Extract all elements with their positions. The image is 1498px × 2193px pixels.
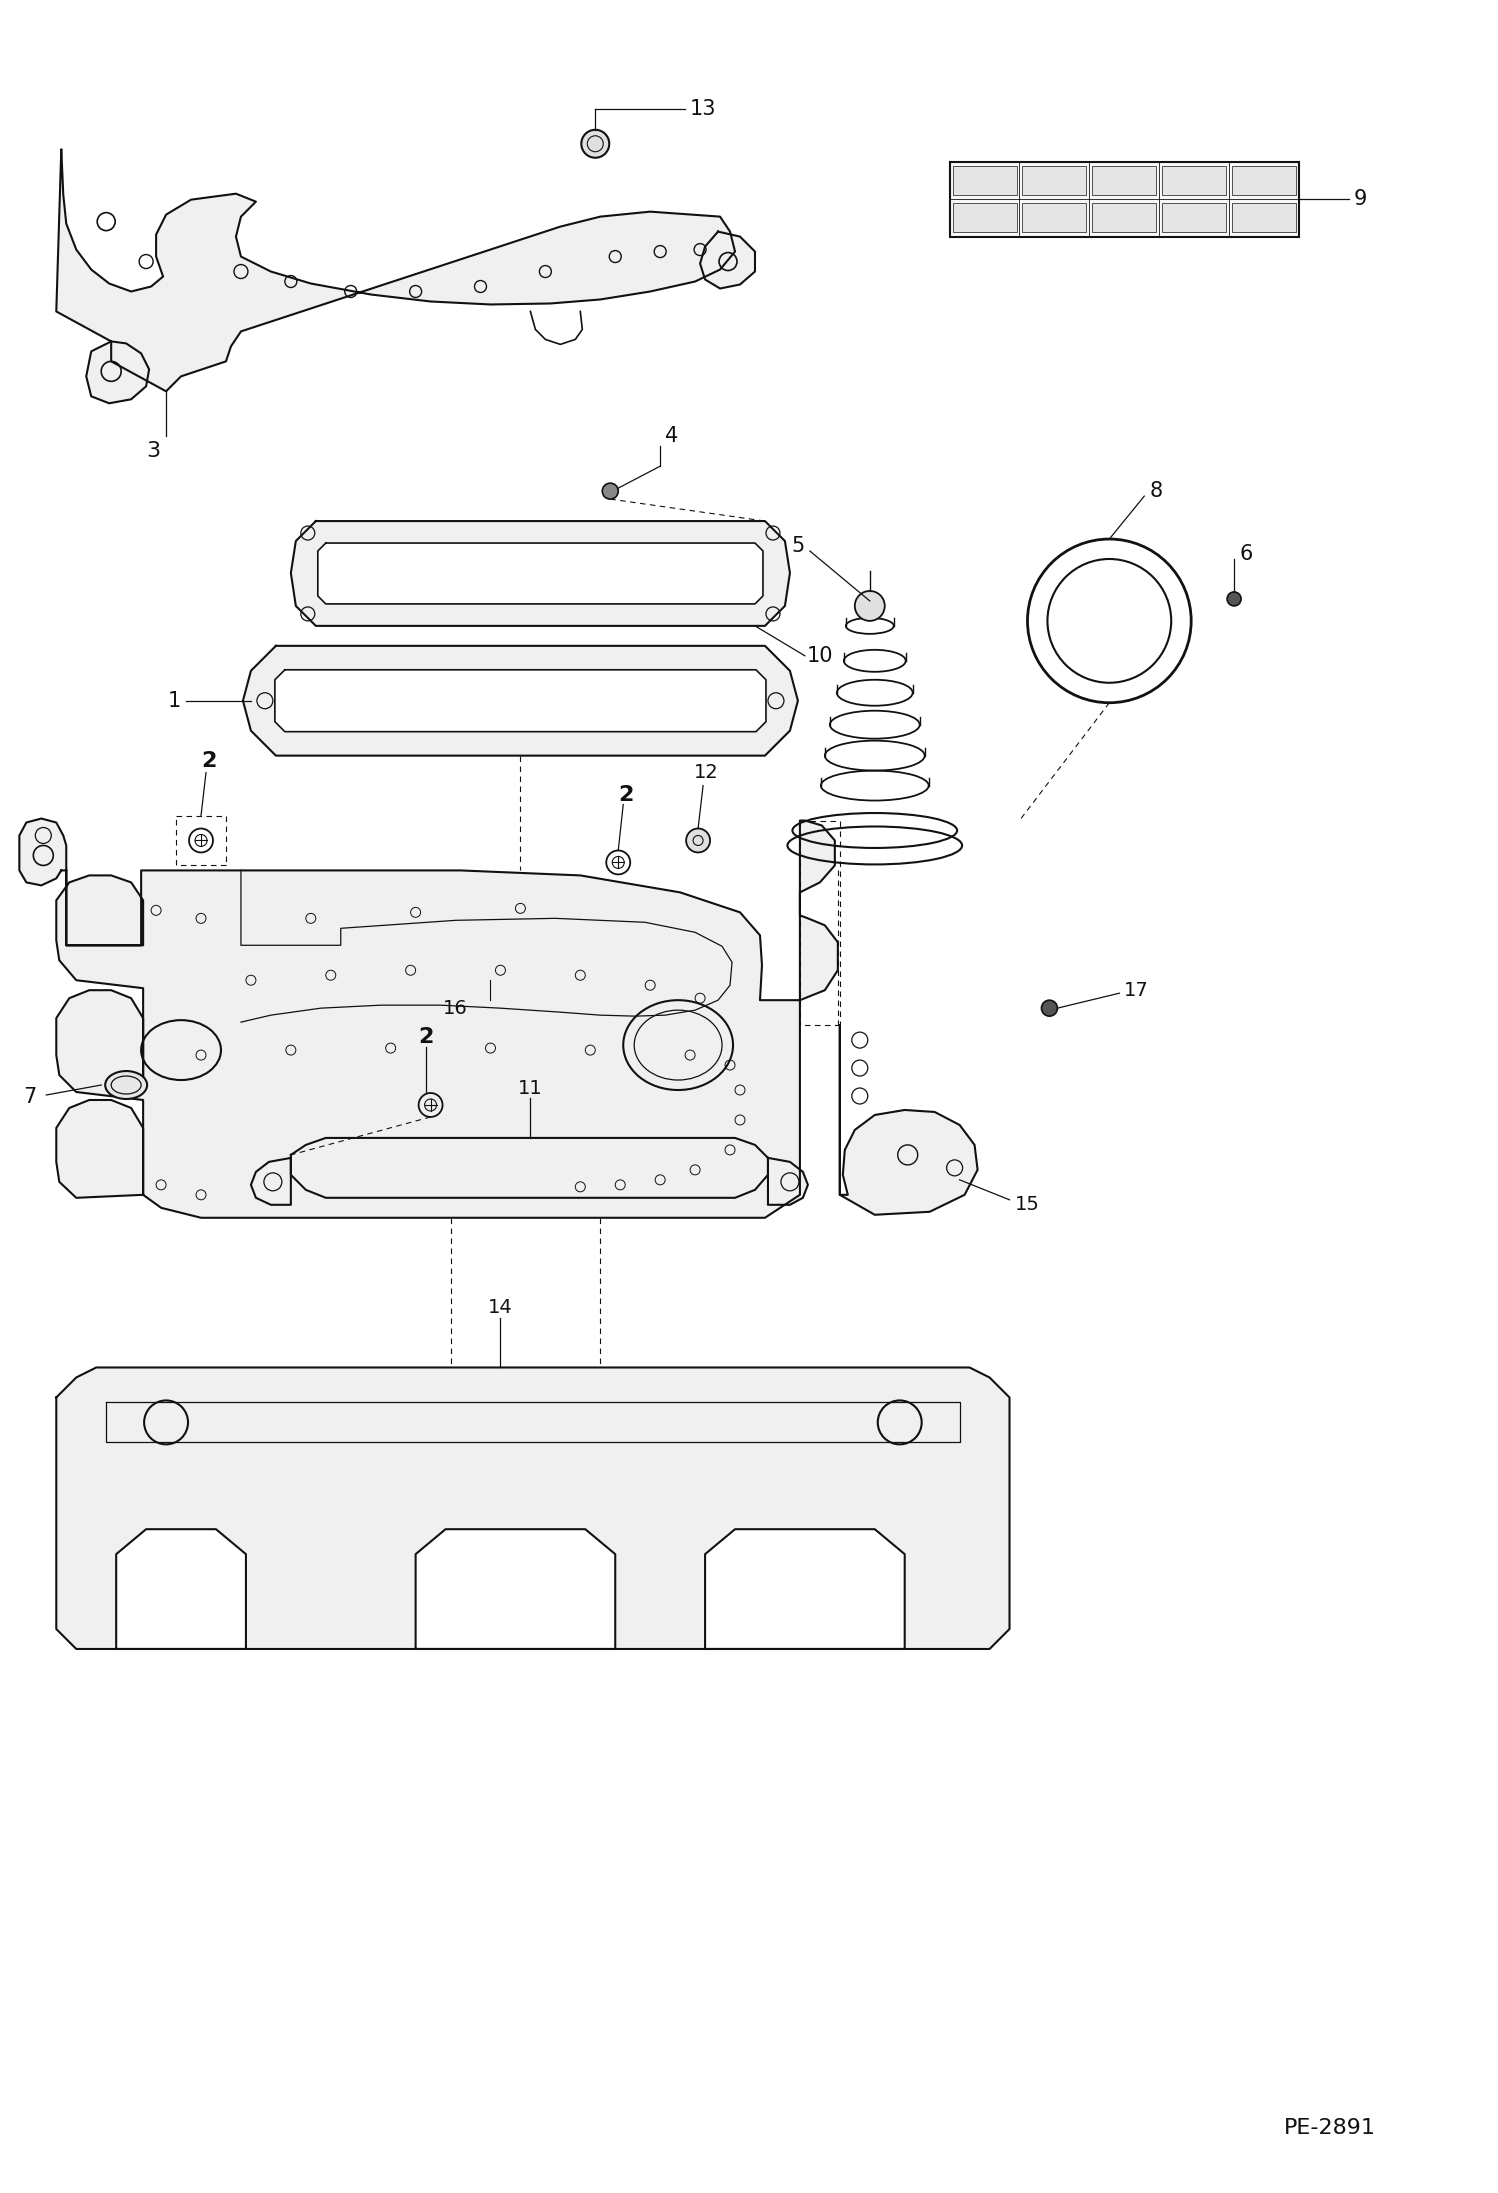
Text: PE-2891: PE-2891	[1284, 2118, 1377, 2138]
Polygon shape	[291, 1138, 768, 1197]
Bar	[1231, 202, 1296, 232]
Polygon shape	[840, 1024, 978, 1215]
Ellipse shape	[105, 1070, 147, 1099]
Polygon shape	[415, 1529, 616, 1649]
Circle shape	[686, 829, 710, 853]
Polygon shape	[252, 1158, 291, 1204]
Text: 2: 2	[418, 1026, 433, 1046]
Polygon shape	[57, 1368, 1010, 1649]
Circle shape	[581, 129, 610, 158]
Text: 14: 14	[488, 1298, 512, 1318]
Polygon shape	[57, 149, 736, 390]
Text: 15: 15	[1014, 1195, 1040, 1215]
Polygon shape	[19, 818, 66, 886]
Polygon shape	[700, 232, 755, 289]
Text: 12: 12	[694, 763, 719, 783]
Bar	[1092, 167, 1156, 195]
Bar	[1231, 167, 1296, 195]
Polygon shape	[274, 669, 765, 732]
Circle shape	[1041, 1000, 1058, 1015]
Text: 1: 1	[168, 691, 181, 711]
Bar	[1023, 202, 1086, 232]
Polygon shape	[706, 1529, 905, 1649]
Circle shape	[1227, 592, 1240, 605]
Text: 7: 7	[22, 1088, 36, 1107]
Bar	[1162, 167, 1227, 195]
Text: 10: 10	[807, 645, 833, 667]
Text: 13: 13	[691, 99, 716, 118]
Bar	[950, 162, 1299, 237]
Text: 17: 17	[1125, 980, 1149, 1000]
Circle shape	[602, 482, 619, 500]
Text: 2: 2	[619, 785, 634, 805]
Polygon shape	[117, 1529, 246, 1649]
Polygon shape	[243, 645, 798, 757]
Bar	[953, 202, 1017, 232]
Bar	[953, 167, 1017, 195]
Circle shape	[855, 590, 885, 621]
Bar	[1023, 167, 1086, 195]
Text: 5: 5	[791, 535, 804, 557]
Text: 16: 16	[443, 998, 467, 1018]
Text: 4: 4	[665, 425, 679, 445]
Bar	[1162, 202, 1227, 232]
Bar	[1092, 202, 1156, 232]
Text: 8: 8	[1149, 480, 1162, 502]
Polygon shape	[57, 820, 837, 1217]
Polygon shape	[768, 1158, 807, 1204]
Text: 2: 2	[201, 750, 217, 770]
Polygon shape	[318, 544, 762, 603]
Text: 11: 11	[518, 1079, 542, 1096]
Text: 6: 6	[1239, 544, 1252, 564]
Text: 3: 3	[145, 441, 160, 461]
Polygon shape	[291, 522, 789, 625]
Text: 9: 9	[1354, 189, 1368, 208]
Polygon shape	[87, 342, 150, 404]
